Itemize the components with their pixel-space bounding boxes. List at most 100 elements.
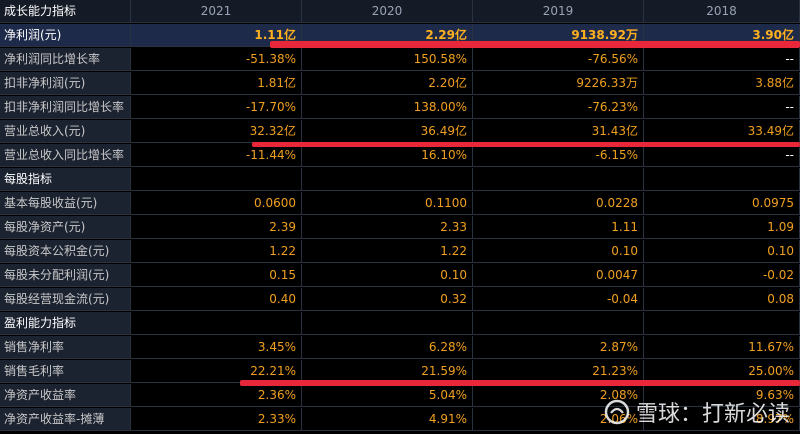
row-label: 每股经营现金流(元): [0, 288, 131, 311]
cell-value: 138.00%: [302, 96, 473, 119]
section-title: 盈利能力指标: [0, 312, 131, 335]
year-column-2019[interactable]: 2019: [473, 0, 644, 23]
cell-value: 0.15: [131, 264, 302, 287]
row-label: 销售毛利率: [0, 360, 131, 383]
cell-value: -0.04: [473, 288, 644, 311]
cell-value: 2.33%: [131, 408, 302, 431]
cell-value: [473, 168, 644, 191]
cell-value: -11.44%: [131, 144, 302, 167]
cell-value: 9226.33万: [473, 72, 644, 95]
cell-value: -51.38%: [131, 48, 302, 71]
row-label: 净资产收益率-摊薄: [0, 408, 131, 431]
table-row[interactable]: 每股资本公积金(元) 1.22 1.22 0.10 0.10: [0, 240, 800, 264]
table-row[interactable]: 扣非净利润同比增长率 -17.70% 138.00% -76.23% --: [0, 96, 800, 120]
cell-value: -0.02: [644, 264, 800, 287]
table-row[interactable]: 基本每股收益(元) 0.0600 0.1100 0.0228 0.0975: [0, 192, 800, 216]
cell-value: 2.39: [131, 216, 302, 239]
row-label: 净资产收益率: [0, 384, 131, 407]
cell-value: 1.22: [131, 240, 302, 263]
cell-value: 32.32亿: [131, 120, 302, 143]
cell-value: 3.45%: [131, 336, 302, 359]
cell-value: 2.33: [302, 216, 473, 239]
section-header-row: 盈利能力指标: [0, 312, 800, 336]
table-row[interactable]: 净利润同比增长率 -51.38% 150.58% -76.56% --: [0, 48, 800, 72]
cell-value: --: [644, 96, 800, 119]
row-label: 扣非净利润(元): [0, 72, 131, 95]
cell-value: 0.08: [644, 288, 800, 311]
table-row[interactable]: 销售净利率 3.45% 6.28% 2.87% 11.67%: [0, 336, 800, 360]
header-title[interactable]: 成长能力指标: [0, 0, 131, 23]
cell-value: 2.08%: [473, 384, 644, 407]
cell-value: 0.0600: [131, 192, 302, 215]
cell-value: [302, 168, 473, 191]
cell-value: 0.1100: [302, 192, 473, 215]
watermark: 雪球：打新必读: [604, 396, 790, 428]
table-row[interactable]: 净资产收益率-摊薄 2.33% 4.91% 2.06% 8.97%: [0, 408, 800, 432]
row-label: 净利润同比增长率: [0, 48, 131, 71]
row-label: 销售净利率: [0, 336, 131, 359]
cell-value: 4.91%: [302, 408, 473, 431]
red-highlight-line: [270, 41, 800, 48]
cell-value: 0.10: [473, 240, 644, 263]
cell-value: 0.40: [131, 288, 302, 311]
cell-value: [131, 168, 302, 191]
cell-value: 16.10%: [302, 144, 473, 167]
table-row[interactable]: 净资产收益率 2.36% 5.04% 2.08% 9.63%: [0, 384, 800, 408]
cell-value: 0.10: [302, 264, 473, 287]
year-column-2020[interactable]: 2020: [302, 0, 473, 23]
cell-value: 0.32: [302, 288, 473, 311]
cell-value: 31.43亿: [473, 120, 644, 143]
cell-value: 2.36%: [131, 384, 302, 407]
cell-value: 0.0975: [644, 192, 800, 215]
row-label: 营业总收入(元): [0, 120, 131, 143]
row-label: 营业总收入同比增长率: [0, 144, 131, 167]
cell-value: [644, 312, 800, 335]
year-column-2021[interactable]: 2021: [131, 0, 302, 23]
cell-value: 5.04%: [302, 384, 473, 407]
cell-value: [131, 312, 302, 335]
cell-value: 0.0047: [473, 264, 644, 287]
cell-value: 6.28%: [302, 336, 473, 359]
cell-value: 9.63%: [644, 384, 800, 407]
cell-value: 0.10: [644, 240, 800, 263]
cell-value: 2.20亿: [302, 72, 473, 95]
row-label: 每股净资产(元): [0, 216, 131, 239]
table-row[interactable]: 销售毛利率 22.21% 21.59% 21.23% 25.00%: [0, 360, 800, 384]
snowball-logo-icon: [604, 399, 630, 425]
year-column-2018[interactable]: 2018: [644, 0, 800, 23]
cell-value: -76.56%: [473, 48, 644, 71]
cell-value: [302, 312, 473, 335]
table-row[interactable]: 营业总收入同比增长率 -11.44% 16.10% -6.15% --: [0, 144, 800, 168]
cell-value: 8.97%: [644, 408, 800, 431]
cell-value: 3.88亿: [644, 72, 800, 95]
cell-value: 36.49亿: [302, 120, 473, 143]
cell-value: 22.21%: [131, 360, 302, 383]
table-row[interactable]: 扣非净利润(元) 1.81亿 2.20亿 9226.33万 3.88亿: [0, 72, 800, 96]
section-header-row: 每股指标: [0, 168, 800, 192]
table-header-row: 成长能力指标 2021 2020 2019 2018: [0, 0, 800, 24]
row-label: 基本每股收益(元): [0, 192, 131, 215]
cell-value: 1.22: [302, 240, 473, 263]
table-row[interactable]: 营业总收入(元) 32.32亿 36.49亿 31.43亿 33.49亿: [0, 120, 800, 144]
cell-value: 2.87%: [473, 336, 644, 359]
row-label: 每股未分配利润(元): [0, 264, 131, 287]
cell-value: 21.23%: [473, 360, 644, 383]
cell-value: -17.70%: [131, 96, 302, 119]
cell-value: 1.11: [473, 216, 644, 239]
watermark-text: 雪球：打新必读: [635, 402, 790, 427]
cell-value: 150.58%: [302, 48, 473, 71]
row-label: 净利润(元): [0, 24, 131, 47]
cell-value: 0.0228: [473, 192, 644, 215]
cell-value: 11.67%: [644, 336, 800, 359]
table-row[interactable]: 每股净资产(元) 2.39 2.33 1.11 1.09: [0, 216, 800, 240]
cell-value: 1.09: [644, 216, 800, 239]
cell-value: [644, 168, 800, 191]
cell-value: 1.81亿: [131, 72, 302, 95]
cell-value: --: [644, 48, 800, 71]
cell-value: 1.11亿: [131, 24, 302, 47]
cell-value: -6.15%: [473, 144, 644, 167]
table-row[interactable]: 每股经营现金流(元) 0.40 0.32 -0.04 0.08: [0, 288, 800, 312]
section-title: 每股指标: [0, 168, 131, 191]
table-row[interactable]: 每股未分配利润(元) 0.15 0.10 0.0047 -0.02: [0, 264, 800, 288]
